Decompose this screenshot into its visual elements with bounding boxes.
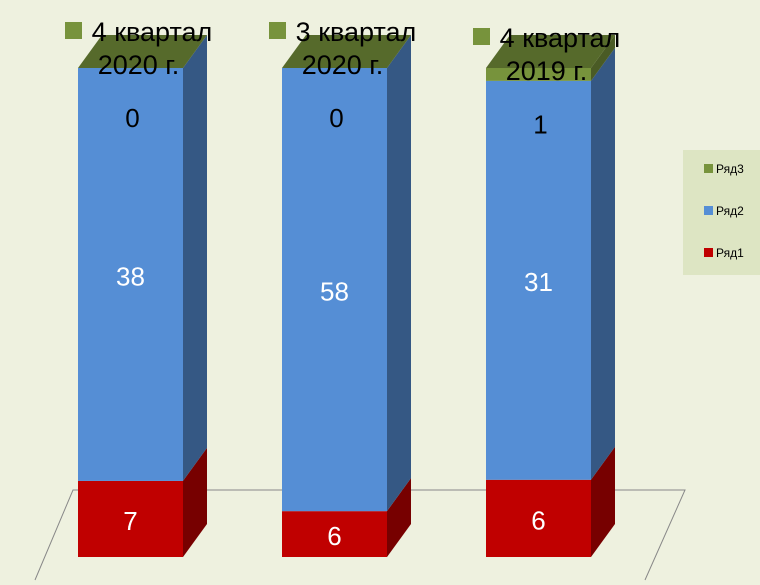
legend-text: Ряд2	[716, 204, 744, 218]
category-text: 3 квартал 2020 г.	[295, 17, 417, 80]
legend-key	[704, 206, 713, 215]
legend-entry: Ряд3	[704, 162, 744, 176]
legend-box	[683, 150, 760, 275]
legend-key	[268, 22, 286, 39]
bar-side	[387, 478, 411, 557]
bar-top	[282, 35, 411, 68]
category-text: 4 квартал 2020 г.	[91, 17, 213, 80]
data-label: 6	[327, 521, 341, 551]
bar-side	[183, 447, 207, 557]
data-label: 38	[116, 261, 145, 291]
legend-key	[704, 164, 713, 173]
bar-side	[183, 35, 207, 481]
data-label: 58	[320, 276, 349, 306]
bar-side	[591, 35, 615, 81]
bar-segment	[282, 68, 387, 512]
legend-key	[64, 22, 82, 39]
data-label: 6	[531, 505, 545, 535]
legend-text: Ряд3	[716, 162, 744, 176]
bar-top	[486, 35, 615, 68]
category-label: 4 квартал 2019 г.	[447, 22, 647, 88]
data-label: 0	[125, 103, 139, 133]
bar-side	[387, 35, 411, 512]
bar-segment	[486, 68, 591, 81]
data-label: 0	[329, 103, 343, 133]
legend-entry: Ряд2	[704, 204, 744, 218]
bar-segment	[486, 479, 591, 557]
bar-top	[78, 35, 207, 68]
data-label: 7	[123, 506, 137, 536]
legend-entry: Ряд1	[704, 246, 744, 260]
legend-text: Ряд1	[716, 246, 744, 260]
bar-side	[591, 446, 615, 557]
category-label: 4 квартал 2020 г.	[39, 16, 239, 82]
bar-segment	[282, 511, 387, 557]
bar-segment	[78, 480, 183, 557]
category-label: 3 квартал 2020 г.	[243, 16, 443, 82]
data-label: 1	[533, 109, 547, 139]
data-label: 31	[524, 267, 553, 297]
legend-key	[472, 28, 490, 46]
legend-key	[704, 248, 713, 257]
category-text: 4 квартал 2019 г.	[499, 23, 621, 87]
bar-segment	[486, 80, 591, 480]
bar-segment	[78, 68, 183, 481]
bar-side	[591, 47, 615, 480]
